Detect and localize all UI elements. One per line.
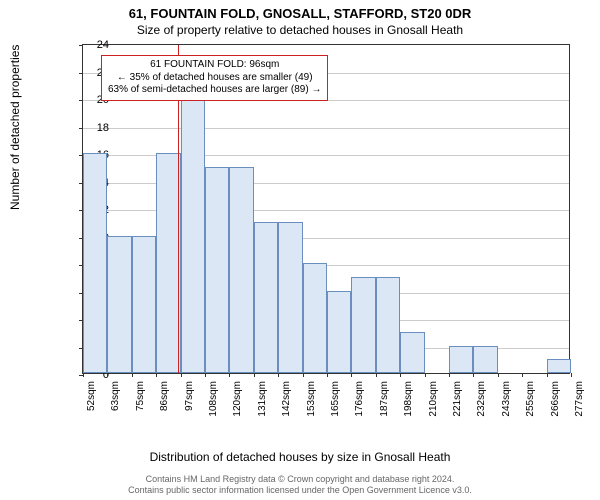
- xtick-label: 142sqm: [281, 381, 292, 417]
- xtick-label: 210sqm: [428, 381, 439, 417]
- xtick-mark: [229, 373, 230, 377]
- ytick-label: 24: [85, 39, 109, 51]
- annotation-line-1: 61 FOUNTAIN FOLD: 96sqm: [108, 59, 321, 72]
- histogram-bar: [400, 332, 424, 373]
- footer-line-2: Contains public sector information licen…: [0, 485, 600, 496]
- xtick-label: 221sqm: [452, 381, 463, 417]
- xtick-mark: [205, 373, 206, 377]
- xtick-label: 277sqm: [574, 381, 585, 417]
- histogram-bar: [205, 167, 229, 373]
- gridline-h: [83, 128, 569, 129]
- histogram-bar: [254, 222, 278, 373]
- histogram-bar: [449, 346, 473, 374]
- xtick-mark: [181, 373, 182, 377]
- histogram-bar: [107, 236, 131, 374]
- histogram-bar: [132, 236, 156, 374]
- histogram-bar: [156, 153, 180, 373]
- xtick-label: 97sqm: [184, 381, 195, 411]
- ytick-mark: [79, 100, 83, 101]
- histogram-bar: [229, 167, 253, 373]
- xtick-mark: [83, 373, 84, 377]
- xtick-label: 165sqm: [330, 381, 341, 417]
- xtick-mark: [278, 373, 279, 377]
- annotation-box: 61 FOUNTAIN FOLD: 96sqm← 35% of detached…: [101, 55, 328, 101]
- xtick-mark: [327, 373, 328, 377]
- xtick-label: 255sqm: [525, 381, 536, 417]
- annotation-line-2: ← 35% of detached houses are smaller (49…: [108, 72, 321, 85]
- xtick-mark: [473, 373, 474, 377]
- xtick-mark: [156, 373, 157, 377]
- xtick-mark: [522, 373, 523, 377]
- footer-line-1: Contains HM Land Registry data © Crown c…: [0, 474, 600, 485]
- xtick-label: 266sqm: [550, 381, 561, 417]
- chart-container: 02468101214161820222452sqm63sqm75sqm86sq…: [50, 44, 570, 414]
- xtick-label: 108sqm: [208, 381, 219, 417]
- xtick-label: 75sqm: [135, 381, 146, 411]
- y-axis-label: Number of detached properties: [8, 45, 22, 210]
- histogram-bar: [327, 291, 351, 374]
- xtick-label: 198sqm: [403, 381, 414, 417]
- xtick-label: 243sqm: [501, 381, 512, 417]
- ytick-mark: [79, 128, 83, 129]
- xtick-label: 153sqm: [306, 381, 317, 417]
- xtick-mark: [351, 373, 352, 377]
- histogram-bar: [181, 98, 205, 373]
- footer-attribution: Contains HM Land Registry data © Crown c…: [0, 474, 600, 496]
- histogram-bar: [83, 153, 107, 373]
- ytick-label: 18: [85, 122, 109, 134]
- xtick-mark: [449, 373, 450, 377]
- xtick-mark: [254, 373, 255, 377]
- histogram-bar: [547, 359, 571, 373]
- xtick-mark: [132, 373, 133, 377]
- xtick-label: 120sqm: [232, 381, 243, 417]
- xtick-mark: [376, 373, 377, 377]
- x-axis-label: Distribution of detached houses by size …: [0, 450, 600, 464]
- xtick-mark: [107, 373, 108, 377]
- xtick-label: 63sqm: [110, 381, 121, 411]
- xtick-mark: [400, 373, 401, 377]
- xtick-label: 187sqm: [379, 381, 390, 417]
- xtick-mark: [425, 373, 426, 377]
- xtick-label: 232sqm: [476, 381, 487, 417]
- xtick-label: 86sqm: [159, 381, 170, 411]
- xtick-label: 176sqm: [354, 381, 365, 417]
- xtick-mark: [547, 373, 548, 377]
- xtick-mark: [303, 373, 304, 377]
- histogram-bar: [376, 277, 400, 373]
- ytick-mark: [79, 73, 83, 74]
- plot-area: 02468101214161820222452sqm63sqm75sqm86sq…: [82, 44, 570, 374]
- title-line-1: 61, FOUNTAIN FOLD, GNOSALL, STAFFORD, ST…: [0, 0, 600, 21]
- xtick-mark: [498, 373, 499, 377]
- title-line-2: Size of property relative to detached ho…: [0, 21, 600, 37]
- histogram-bar: [278, 222, 302, 373]
- xtick-label: 131sqm: [257, 381, 268, 417]
- histogram-bar: [473, 346, 497, 374]
- histogram-bar: [303, 263, 327, 373]
- annotation-line-3: 63% of semi-detached houses are larger (…: [108, 84, 321, 97]
- histogram-bar: [351, 277, 375, 373]
- xtick-mark: [571, 373, 572, 377]
- ytick-mark: [79, 45, 83, 46]
- xtick-label: 52sqm: [86, 381, 97, 411]
